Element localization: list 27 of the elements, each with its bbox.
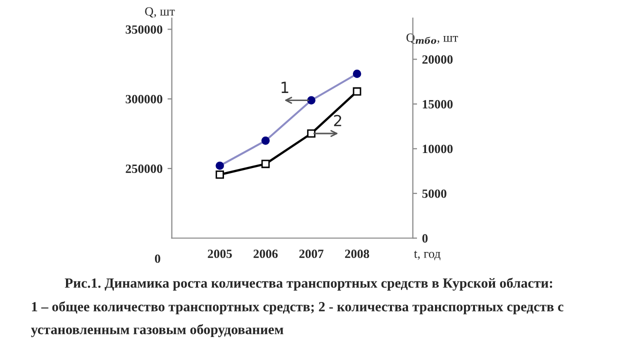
y2-tick-label: 15000: [422, 100, 453, 108]
x-axis-title: t, год: [414, 250, 440, 260]
series-label: 2: [334, 114, 342, 126]
point: [307, 129, 316, 138]
x-tick-label: 2006: [254, 250, 278, 258]
x-tick-label: 2008: [345, 250, 370, 258]
point: [216, 170, 224, 179]
x-tick-label: 2007: [299, 250, 324, 258]
text: Рис.1. Динамика роста количества транспортных средств в Курской области:: [64, 278, 552, 291]
y-axis-title: Q, шт: [145, 7, 175, 18]
x-tick-label: 2005: [208, 250, 232, 258]
y2-tick-label: 5000: [422, 189, 446, 198]
y2-tick-label: 20000: [422, 55, 453, 64]
y-tick-label: 250000: [126, 164, 162, 173]
y2-tick-label: 10000: [422, 144, 453, 154]
point: [261, 136, 270, 145]
point: [261, 160, 270, 168]
point: [307, 96, 316, 104]
point: [352, 87, 362, 96]
point: [352, 70, 362, 78]
text: 1 – общее количество транспортных средств; 2 - количества транспортных средств с установленным газовым оборудованием: [31, 301, 564, 338]
point: [216, 162, 224, 170]
y-tick-label: 350000: [126, 25, 162, 34]
y-tick-label: 300000: [126, 94, 162, 104]
series-label: 1: [282, 82, 288, 93]
text: 0: [154, 254, 160, 263]
y2-tick-label: 0: [422, 234, 428, 243]
